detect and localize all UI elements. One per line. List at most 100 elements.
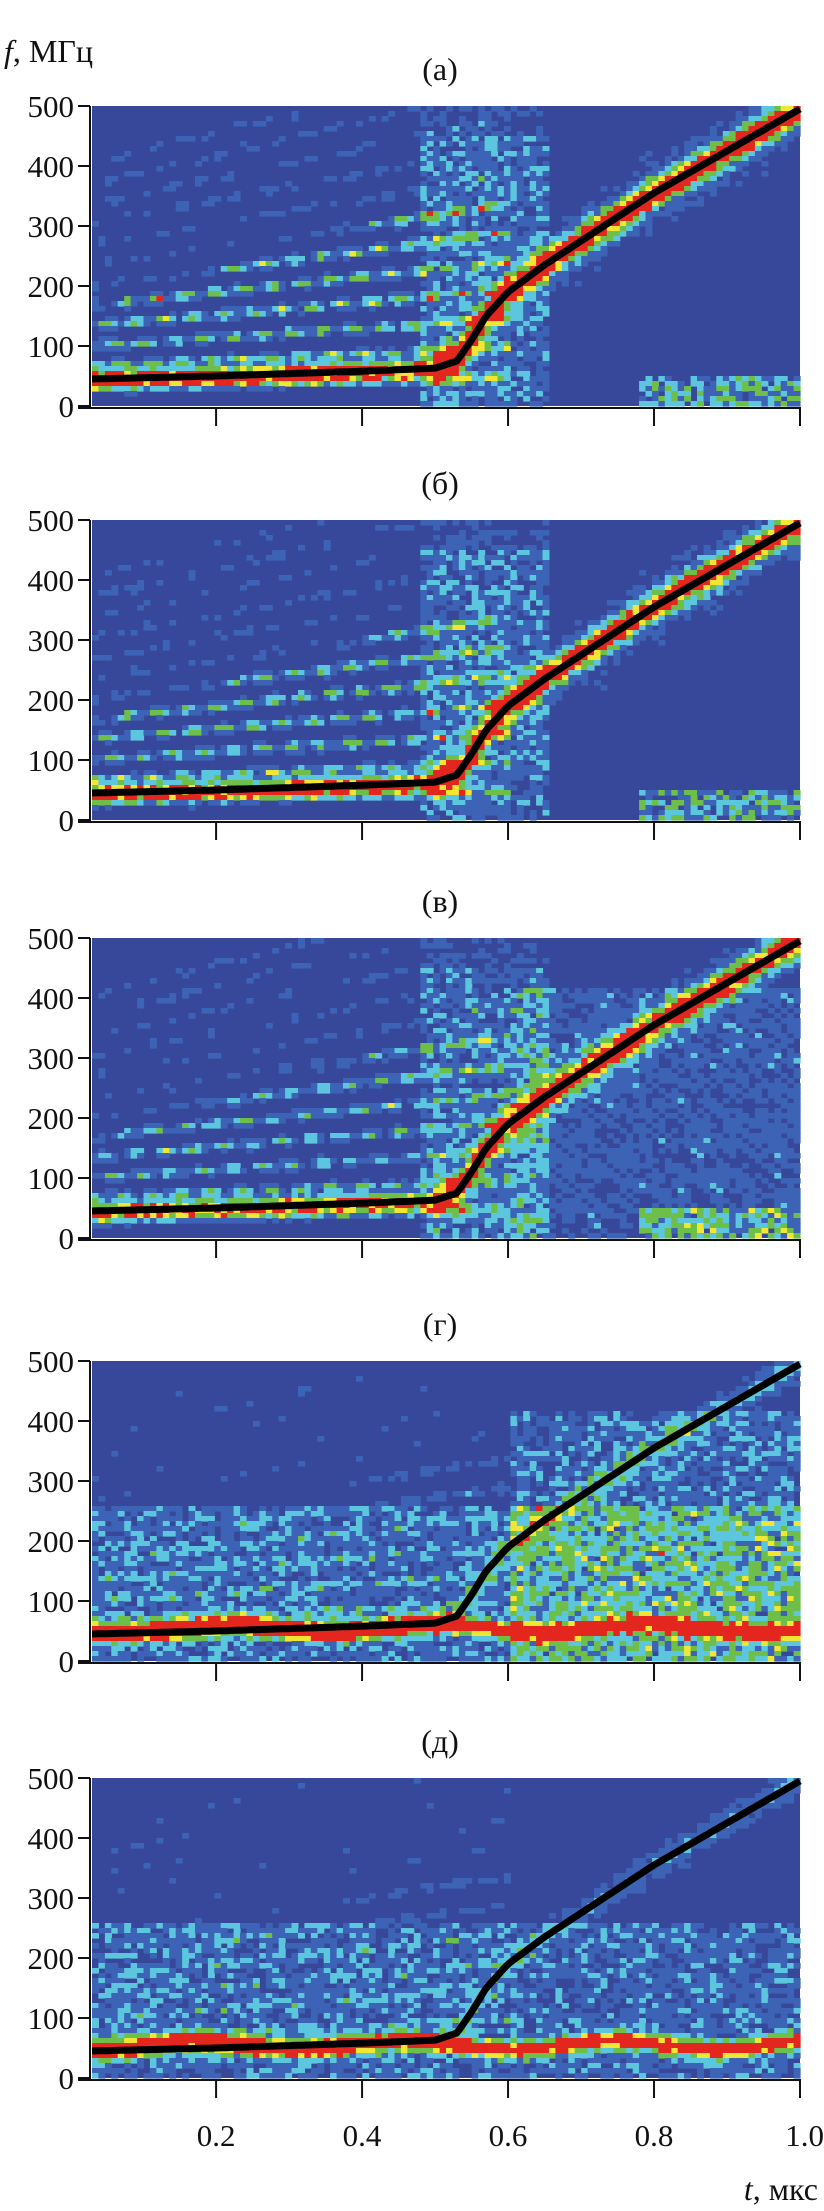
heatmap-cell	[149, 1123, 157, 1129]
heatmap-cell	[484, 780, 492, 786]
heatmap-cell	[645, 226, 653, 232]
heatmap-cell	[291, 775, 299, 781]
heatmap-cell	[677, 156, 685, 162]
heatmap-cell	[137, 1218, 145, 1224]
heatmap-cell	[497, 341, 505, 347]
heatmap-cell	[780, 136, 788, 142]
heatmap-cell	[298, 261, 305, 267]
heatmap-cell	[291, 326, 299, 332]
heatmap-cell	[503, 595, 511, 601]
heatmap-cell	[143, 361, 151, 367]
heatmap-cell	[233, 705, 241, 711]
heatmap-cell	[664, 201, 672, 207]
heatmap-cell	[104, 1198, 112, 1204]
heatmap-cell	[400, 246, 408, 252]
heatmap-cell	[439, 675, 447, 681]
heatmap-cell	[104, 1193, 112, 1199]
heatmap-cell	[400, 301, 408, 307]
heatmap-cell	[555, 261, 563, 267]
heatmap-cell	[446, 770, 453, 776]
heatmap-cell	[484, 176, 492, 182]
heatmap-cell	[491, 745, 499, 751]
heatmap-cell	[484, 326, 492, 332]
heatmap-cell	[207, 331, 215, 337]
heatmap-cell	[787, 116, 795, 122]
heatmap-cell	[175, 1103, 183, 1109]
heatmap-cell	[433, 386, 441, 392]
heatmap-cell	[465, 321, 473, 327]
heatmap-cell	[439, 765, 447, 771]
heatmap-cell	[529, 595, 537, 601]
heatmap-cell	[426, 815, 434, 821]
heatmap-cell	[446, 396, 453, 402]
heatmap-cell	[645, 176, 653, 182]
heatmap-cell	[478, 655, 486, 661]
heatmap-cell	[420, 680, 428, 686]
heatmap-cell	[433, 401, 441, 407]
heatmap-cell	[433, 196, 441, 202]
heatmap-cell	[420, 186, 428, 192]
heatmap-cell	[645, 815, 653, 821]
heatmap-cell	[523, 371, 531, 377]
heatmap-cell	[368, 765, 376, 771]
heatmap-cell	[240, 366, 247, 372]
heatmap-cell	[536, 316, 544, 322]
heatmap-cell	[671, 815, 679, 821]
heatmap-cell	[684, 805, 692, 811]
heatmap-cell	[446, 780, 453, 786]
heatmap-cell	[516, 760, 524, 766]
heatmap-cell	[471, 266, 479, 272]
heatmap-cell	[516, 815, 524, 821]
heatmap-cell	[310, 361, 318, 367]
heatmap-cell	[536, 241, 544, 247]
heatmap-cell	[130, 381, 138, 387]
heatmap-cell	[349, 660, 357, 666]
heatmap-cell	[446, 306, 453, 312]
heatmap-cell	[639, 600, 647, 606]
heatmap-cell	[426, 640, 434, 646]
heatmap-cell	[639, 590, 647, 596]
heatmap-cell	[446, 321, 453, 327]
heatmap-cell	[446, 675, 453, 681]
heatmap-cell	[426, 650, 434, 656]
heatmap-cell	[542, 326, 550, 332]
heatmap-cell	[111, 381, 119, 387]
heatmap-cell	[149, 1203, 157, 1209]
heatmap-cell	[722, 156, 730, 162]
heatmap-cell	[709, 550, 717, 556]
heatmap-cell	[529, 675, 537, 681]
heatmap-cell	[156, 730, 164, 736]
heatmap-cell	[285, 181, 293, 187]
heatmap-cell	[207, 705, 215, 711]
heatmap-cell	[716, 386, 724, 392]
heatmap-cell	[439, 356, 447, 362]
heatmap-cell	[304, 351, 312, 357]
heatmap-cell	[149, 710, 157, 716]
heatmap-cell	[420, 585, 428, 591]
heatmap-cell	[278, 550, 286, 556]
heatmap-cell	[426, 191, 434, 197]
heatmap-cell	[394, 770, 402, 776]
heatmap-cell	[368, 141, 376, 147]
heatmap-cell	[149, 361, 157, 367]
heatmap-cell	[536, 730, 544, 736]
heatmap-cell	[697, 196, 704, 202]
heatmap-cell	[478, 231, 486, 237]
heatmap-cell	[742, 805, 750, 811]
heatmap-cell	[684, 151, 692, 157]
heatmap-cell	[214, 780, 222, 786]
heatmap-cell	[413, 740, 421, 746]
heatmap-cell	[484, 376, 492, 382]
heatmap-cell	[536, 785, 544, 791]
heatmap-cell	[484, 286, 492, 292]
heatmap-cell	[355, 695, 363, 701]
heatmap-cell	[201, 291, 209, 297]
heatmap-cell	[497, 705, 505, 711]
heatmap-cell	[774, 525, 782, 531]
heatmap-cell	[278, 575, 286, 581]
heatmap-cell	[491, 331, 499, 337]
heatmap-cell	[471, 790, 479, 796]
heatmap-cell	[536, 151, 544, 157]
heatmap-cell	[298, 366, 305, 372]
heatmap-cell	[761, 136, 769, 142]
